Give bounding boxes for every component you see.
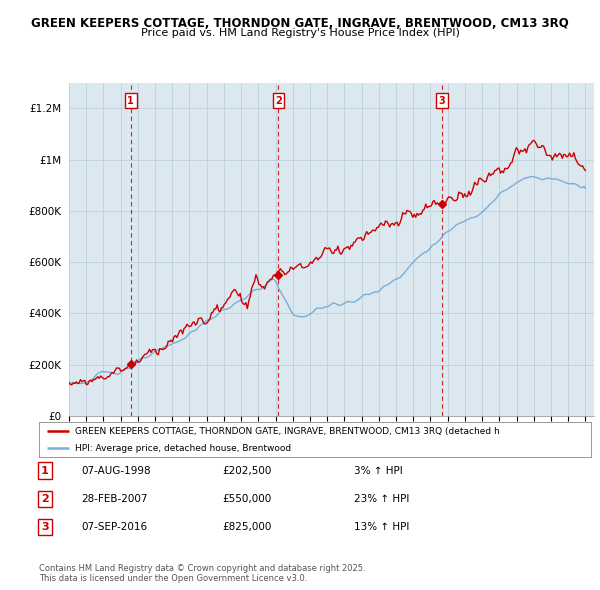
Text: GREEN KEEPERS COTTAGE, THORNDON GATE, INGRAVE, BRENTWOOD, CM13 3RQ (detached h: GREEN KEEPERS COTTAGE, THORNDON GATE, IN… [75,427,500,436]
Text: £825,000: £825,000 [222,522,271,532]
Text: 1: 1 [41,466,49,476]
Text: HPI: Average price, detached house, Brentwood: HPI: Average price, detached house, Bren… [75,444,291,453]
Text: Price paid vs. HM Land Registry's House Price Index (HPI): Price paid vs. HM Land Registry's House … [140,28,460,38]
Text: £550,000: £550,000 [222,494,271,504]
Text: 23% ↑ HPI: 23% ↑ HPI [354,494,409,504]
Text: 07-SEP-2016: 07-SEP-2016 [81,522,147,532]
Text: 07-AUG-1998: 07-AUG-1998 [81,466,151,476]
Text: 3: 3 [439,96,446,106]
Text: 3: 3 [41,522,49,532]
Text: £202,500: £202,500 [222,466,271,476]
Text: 13% ↑ HPI: 13% ↑ HPI [354,522,409,532]
Text: 1: 1 [127,96,134,106]
Text: 2: 2 [275,96,281,106]
Text: GREEN KEEPERS COTTAGE, THORNDON GATE, INGRAVE, BRENTWOOD, CM13 3RQ: GREEN KEEPERS COTTAGE, THORNDON GATE, IN… [31,17,569,30]
Text: Contains HM Land Registry data © Crown copyright and database right 2025.
This d: Contains HM Land Registry data © Crown c… [39,563,365,583]
Text: 2: 2 [41,494,49,504]
Text: 3% ↑ HPI: 3% ↑ HPI [354,466,403,476]
Text: 28-FEB-2007: 28-FEB-2007 [81,494,148,504]
